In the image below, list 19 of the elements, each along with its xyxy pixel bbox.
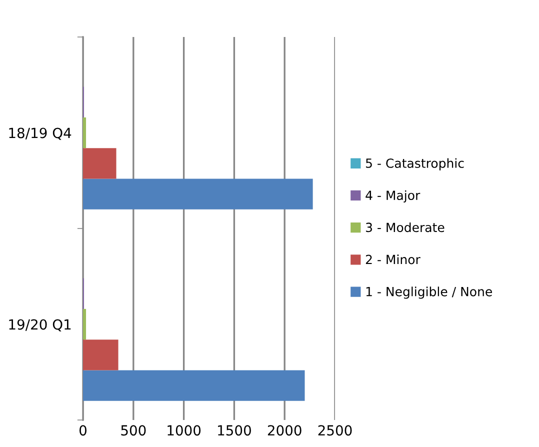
legend-label: 4 - Major	[366, 190, 420, 202]
x-tick-label: 2000	[268, 425, 302, 436]
x-tick-label: 1500	[218, 425, 251, 436]
legend-label: 1 - Negligible / None	[366, 286, 492, 299]
bar	[83, 340, 118, 370]
bar	[83, 178, 313, 210]
x-tick-label: 0	[79, 425, 86, 436]
y-tick-label: 18/19 Q4	[9, 128, 72, 140]
y-tick-label: 19/20 Q1	[9, 319, 71, 332]
legend-label: 2 - Minor	[366, 254, 420, 264]
legend-label: 3 - Moderate	[366, 222, 444, 232]
bar	[83, 308, 86, 340]
x-tick-label: 2500	[318, 425, 352, 436]
x-tick-label: 1000	[168, 425, 201, 436]
legend-label: 5 - Catastrophic	[366, 158, 464, 170]
bar	[83, 148, 116, 179]
bar	[83, 370, 305, 401]
x-tick-label: 500	[121, 425, 146, 436]
bar	[83, 117, 86, 148]
